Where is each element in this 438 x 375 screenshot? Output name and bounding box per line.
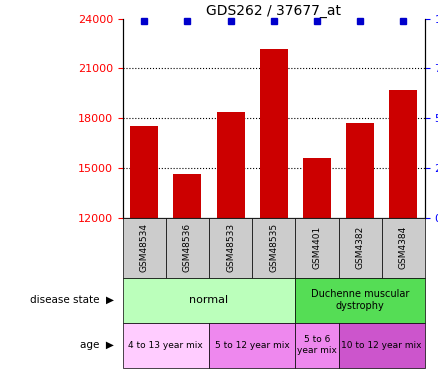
Bar — [130, 126, 158, 218]
Text: GSM48535: GSM48535 — [269, 223, 278, 272]
Text: disease state  ▶: disease state ▶ — [30, 295, 114, 305]
Text: GSM4382: GSM4382 — [356, 226, 364, 269]
Bar — [346, 123, 374, 218]
Text: Duchenne muscular
dystrophy: Duchenne muscular dystrophy — [311, 289, 409, 311]
Title: GDS262 / 37677_at: GDS262 / 37677_at — [206, 4, 341, 18]
Text: GSM48536: GSM48536 — [183, 223, 192, 272]
Bar — [303, 158, 331, 218]
Text: GSM4384: GSM4384 — [399, 226, 408, 269]
Bar — [260, 49, 288, 217]
Bar — [389, 90, 417, 218]
Bar — [216, 111, 244, 218]
Text: normal: normal — [189, 295, 229, 305]
Text: GSM48534: GSM48534 — [140, 223, 149, 272]
Text: GSM48533: GSM48533 — [226, 223, 235, 272]
Bar — [173, 174, 201, 217]
Text: GSM4401: GSM4401 — [312, 226, 321, 269]
Text: 4 to 13 year mix: 4 to 13 year mix — [128, 340, 203, 350]
Text: 5 to 12 year mix: 5 to 12 year mix — [215, 340, 290, 350]
Text: 10 to 12 year mix: 10 to 12 year mix — [342, 340, 422, 350]
Text: age  ▶: age ▶ — [80, 340, 114, 350]
Text: 5 to 6
year mix: 5 to 6 year mix — [297, 335, 337, 355]
